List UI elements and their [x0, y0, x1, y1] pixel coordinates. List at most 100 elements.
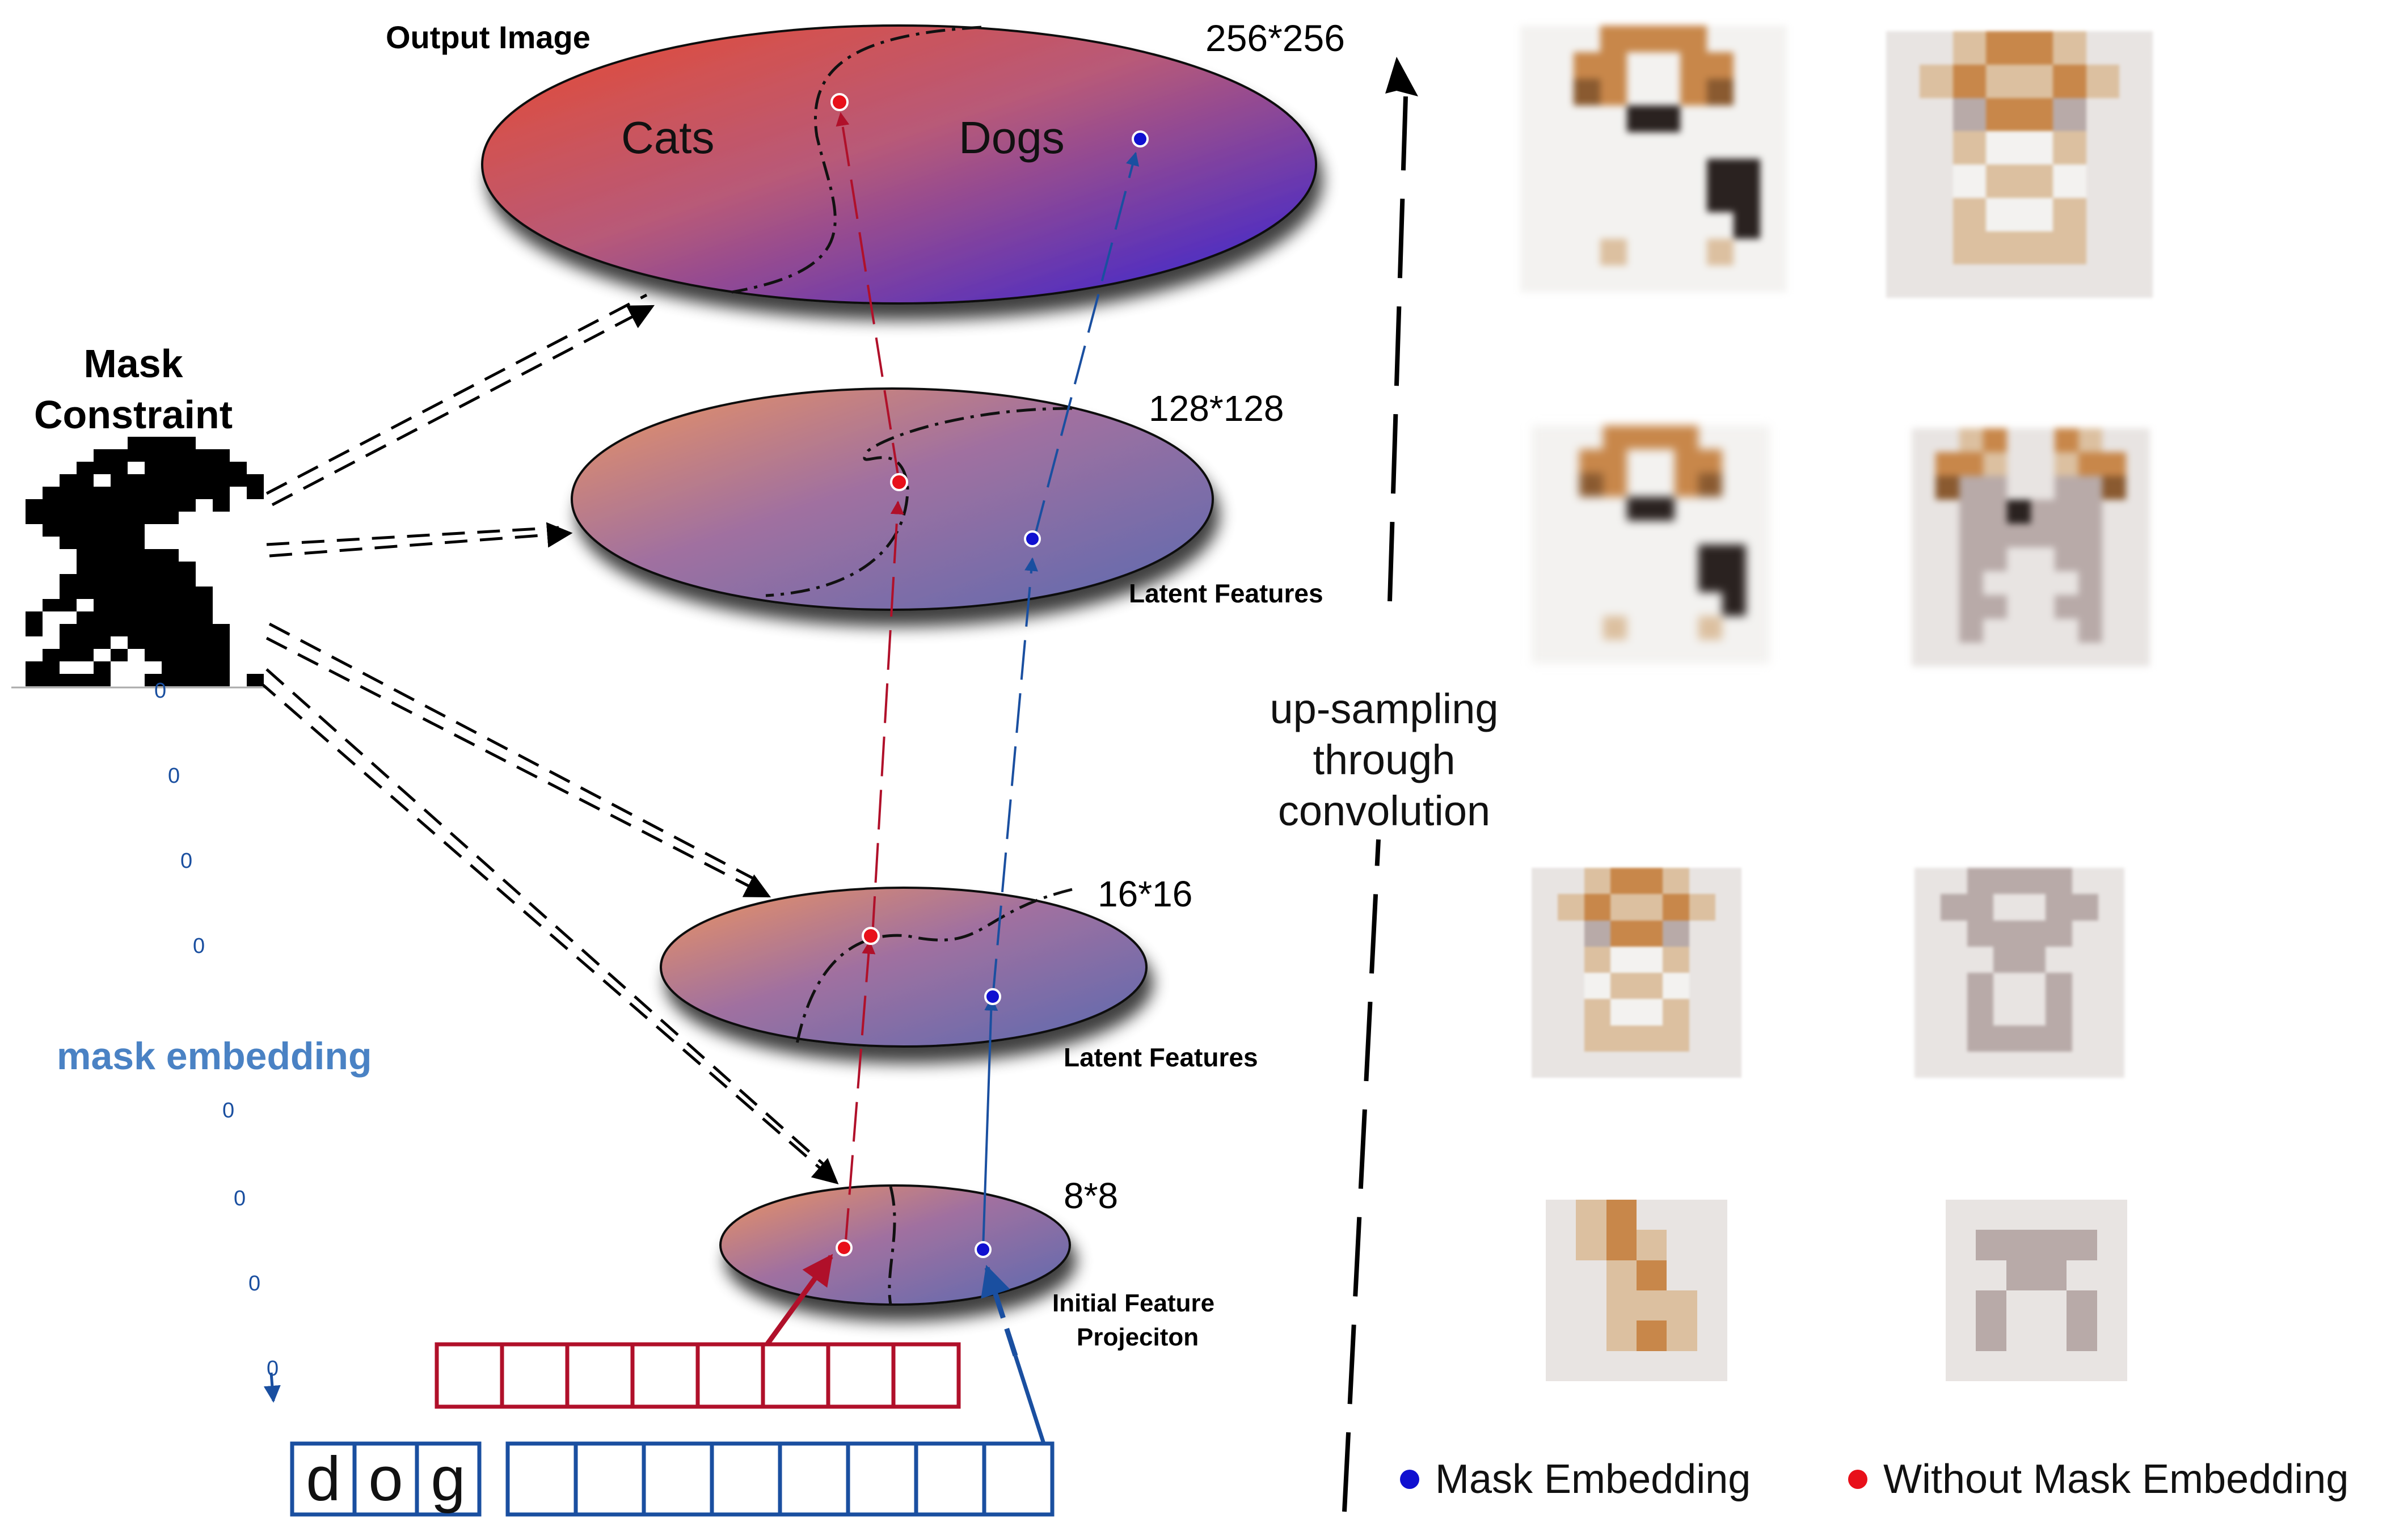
image-pixel [1746, 521, 1770, 545]
image-pixel [1610, 973, 1637, 1000]
image-pixel [1651, 616, 1675, 640]
image-pixel [1689, 894, 1716, 921]
red-embedding-vector [435, 1342, 961, 1409]
mask-pixel [111, 562, 128, 574]
image-pixel [1675, 497, 1699, 521]
blue-vector-cell [846, 1441, 918, 1517]
image-pixel [1627, 132, 1654, 159]
image-pixel [1579, 473, 1604, 497]
red-vector-cell [891, 1342, 961, 1409]
image-pixel [1600, 26, 1627, 53]
mask-pixel [179, 449, 196, 462]
image-pixel [1627, 265, 1654, 292]
image-pixel [1610, 1051, 1637, 1078]
image-pixel [1952, 64, 1987, 99]
image-pixel [2102, 619, 2127, 643]
image-pixel [2019, 946, 2047, 973]
mask-pixel [60, 636, 77, 649]
mask-pixel [77, 524, 94, 537]
image-pixel [1734, 106, 1761, 133]
image-pixel [2007, 524, 2031, 548]
image-pixel [1547, 212, 1574, 239]
image-pixel [1959, 619, 1984, 643]
image-pixel [2067, 1351, 2098, 1381]
image-pixel [1579, 545, 1604, 569]
image-pixel [2102, 476, 2127, 500]
image-pixel [1603, 449, 1627, 474]
mask-pixel [94, 587, 111, 599]
mask-pixel [196, 674, 213, 686]
image-pixel [1698, 640, 1723, 664]
image-pixel [1986, 197, 2020, 232]
mask-pixel [247, 474, 264, 487]
mask-pixel [213, 487, 230, 499]
image-pixel [1576, 1200, 1607, 1231]
image-pixel [2046, 999, 2073, 1026]
mask-pixel [94, 624, 111, 636]
mask-pixel [145, 562, 162, 574]
image-pixel [1606, 1200, 1637, 1231]
image-pixel [1675, 521, 1699, 545]
image-pixel [1722, 425, 1747, 450]
mask-pixel [77, 611, 94, 624]
mask-pixel [179, 499, 196, 512]
image-pixel [1680, 132, 1707, 159]
image-pixel [1675, 449, 1699, 474]
image-pixel [1946, 1200, 1977, 1231]
latent-features-label-1: Latent Features [1129, 579, 1323, 608]
image-pixel [1946, 1320, 1977, 1352]
mask-pixel [94, 487, 111, 499]
image-pixel [1637, 946, 1664, 973]
mask-pixel [77, 474, 94, 487]
res-256-label: 256*256 [1205, 17, 1345, 59]
image-pixel [1707, 26, 1734, 53]
blue-dot-8 [975, 1241, 992, 1258]
mask-pixel [111, 574, 128, 587]
legend-blue-dot [1400, 1470, 1419, 1489]
image-pixel [1760, 265, 1787, 292]
image-pixel [1935, 571, 1960, 596]
image-pixel [1912, 547, 1936, 572]
word-letter: d [306, 1444, 340, 1514]
mask-pixel [145, 462, 162, 474]
image-pixel [2019, 973, 2047, 1000]
image-pixel [1603, 568, 1627, 593]
image-pixel [2007, 476, 2031, 500]
image-pixel [1914, 920, 1942, 947]
image-pixel [2097, 1230, 2127, 1261]
image-pixel [1935, 500, 1960, 524]
image-pixel [1952, 131, 1987, 165]
mask-arrow-8-a [265, 668, 829, 1170]
zero-digit: 0 [180, 849, 192, 873]
image-pixel [1976, 1260, 2007, 1291]
legend-red-dot [1848, 1470, 1867, 1489]
image-pixel [1952, 197, 1987, 232]
image-pixel [1976, 1230, 2007, 1261]
image-pixel [2078, 547, 2103, 572]
image-pixel [1574, 132, 1601, 159]
image-pixel [1886, 197, 1920, 232]
image-pixel [1555, 640, 1580, 664]
red-path [836, 112, 904, 1248]
image-pixel [1627, 473, 1651, 497]
image-pixel [2078, 643, 2103, 666]
mask-pixel [94, 574, 111, 587]
image-pixel [1547, 106, 1574, 133]
image-pixel [1558, 1025, 1585, 1052]
mask-pixel [26, 661, 43, 674]
image-pixel [1663, 1051, 1690, 1078]
image-pixel [1627, 592, 1651, 617]
image-pixel [2086, 131, 2120, 165]
image-pixel [1912, 524, 1936, 548]
mask-arrow-out-b [271, 305, 655, 507]
red-vector-cell [695, 1342, 765, 1409]
image-pixel [1983, 476, 2008, 500]
mask-pixel [145, 437, 162, 449]
image-pixel [1967, 1051, 1994, 1078]
mask-constraint-label-2: Constraint [34, 393, 233, 437]
image-pixel [2078, 571, 2103, 596]
image-pixel [1722, 545, 1747, 569]
image-pixel [1667, 1200, 1698, 1231]
image-pixel [1976, 1200, 2007, 1231]
